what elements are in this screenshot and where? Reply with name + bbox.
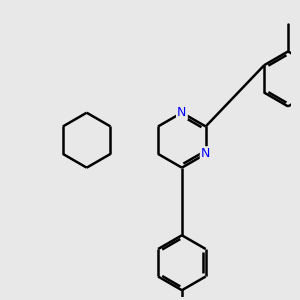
Text: N: N [177, 106, 187, 119]
Text: N: N [201, 147, 210, 161]
